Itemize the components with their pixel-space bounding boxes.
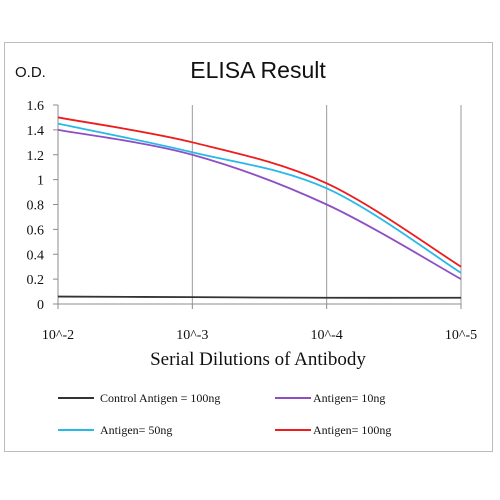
- x-tick-label: 10^-2: [42, 328, 74, 343]
- y-tick-label: 1.6: [27, 99, 45, 114]
- y-tick-label: 0.8: [27, 199, 45, 214]
- series-line-3: [57, 116, 462, 268]
- x-axis-label: Serial Dilutions of Antibody: [150, 349, 366, 370]
- y-tick-labels: 0 0.2 0.4 0.6 0.8 1 1.2 1.4 1.6: [27, 99, 45, 313]
- series-line-1: [57, 128, 462, 280]
- legend-label-3: Antigen= 100ng: [313, 423, 391, 437]
- x-tick-label: 10^-4: [311, 328, 343, 343]
- y-tick-label: 1.4: [27, 124, 45, 139]
- series-line-2: [57, 122, 462, 274]
- y-tick-label: 1.2: [27, 149, 45, 164]
- chart-title: ELISA Result: [190, 57, 326, 83]
- legend-label-0: Control Antigen = 100ng: [100, 391, 220, 405]
- legend-label-1: Antigen= 10ng: [313, 391, 385, 405]
- legend: Control Antigen = 100ng Antigen= 10ng Anti…: [58, 391, 391, 437]
- y-tick-label: 1: [37, 174, 44, 189]
- legend-label-2: Antigen= 50ng: [100, 423, 172, 437]
- series-lines: [57, 116, 462, 299]
- x-tick-label: 10^-5: [445, 328, 477, 343]
- chart-frame: [4, 42, 493, 452]
- x-tick-labels: 10^-2 10^-3 10^-4 10^-5: [42, 328, 477, 343]
- y-tick-label: 0.6: [27, 223, 45, 238]
- y-axis-label: O.D.: [15, 64, 46, 81]
- series-line-0: [57, 295, 462, 299]
- axes: [53, 104, 462, 309]
- y-tick-label: 0.2: [27, 273, 45, 288]
- y-tick-label: 0.4: [27, 248, 45, 263]
- x-tick-label: 10^-3: [176, 328, 208, 343]
- y-tick-label: 0: [37, 298, 44, 313]
